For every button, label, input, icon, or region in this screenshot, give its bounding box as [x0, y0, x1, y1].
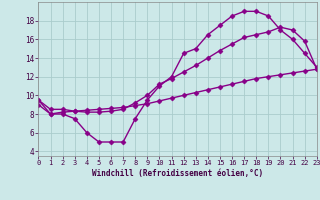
X-axis label: Windchill (Refroidissement éolien,°C): Windchill (Refroidissement éolien,°C) — [92, 169, 263, 178]
